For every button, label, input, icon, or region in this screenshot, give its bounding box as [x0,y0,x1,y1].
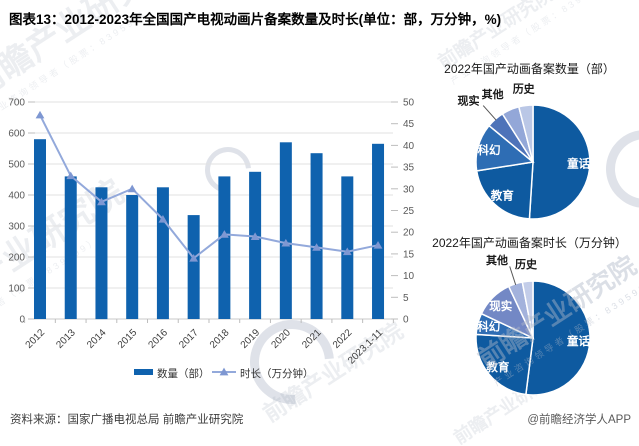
pie-slice [528,104,591,220]
y-axis-label-right: 25 [403,206,415,217]
line-marker [35,110,45,119]
pie-label: 童话 [567,156,590,170]
y-axis-label-right: 35 [403,163,415,174]
pie-label: 科幻 [477,320,500,334]
line-marker [342,247,352,256]
y-axis-label-left: 700 [8,98,25,109]
pie-label: 其他 [486,253,508,267]
y-axis-label-right: 40 [403,141,415,152]
data-source: 资料来源：国家广播电视总局 前瞻产业研究院 [10,414,244,426]
y-axis-label-left: 0 [19,315,25,326]
x-axis-label: 2020 [269,327,293,351]
y-axis-label-right: 20 [403,228,415,239]
pie-slice [517,104,534,163]
x-axis-label: 2017 [177,327,201,351]
legend-bar-swatch [134,369,153,375]
x-axis-label: 2013 [54,327,78,351]
line-marker [373,241,383,249]
pie2-title: 2022年国产动画备案时长（万分钟） [432,236,627,250]
pie-slice [525,280,591,396]
pie-label: 现实 [489,299,512,313]
line-marker [127,184,137,193]
leader-line [509,266,517,286]
combo-chart: 0 100 200 300 400 500 600 700 0 5 10 15 20 25 30 35 40 45… [8,98,415,381]
y-axis-label-right: 10 [403,271,415,282]
bar [95,187,108,320]
bar [249,171,262,320]
pie-slice [521,280,534,339]
pie-label: 其他 [482,87,504,101]
y-axis-label-right: 15 [403,249,415,260]
bar [64,176,77,319]
y-axis-label-left: 500 [8,160,25,171]
y-axis-label-left: 400 [8,191,25,202]
line-marker [219,230,229,238]
pie-slice [475,161,534,220]
trend-line [39,114,379,260]
x-axis-label: 2014 [85,327,109,351]
line-marker [189,254,199,262]
pie-label: 历史 [513,82,536,96]
y-axis-label-right: 50 [403,98,415,109]
line-marker [250,232,260,240]
y-axis-label-left: 600 [8,129,25,140]
leader-line [482,105,497,121]
y-axis-label-left: 300 [8,222,25,233]
x-axis-label: 2012 [24,327,48,351]
line-marker [66,171,76,180]
pie1-title: 2022年国产动画备案数量（部） [444,62,615,76]
x-axis-label: 2021 [300,327,324,351]
pie-label: 现实 [458,93,480,107]
line-marker [312,243,321,251]
legend-line-marker [219,367,229,376]
bar [126,195,139,319]
bar [310,153,323,319]
bar [156,187,169,320]
legend-label: 时长（万分钟） [240,367,314,380]
x-axis-label: 2015 [116,327,140,351]
figure-title: 图表13：2012-2023年全国国产电视动画片备案数量及时长(单位：部，万分钟… [9,12,502,27]
x-axis-label: 2018 [208,327,232,351]
line-marker [281,238,291,247]
bar [279,142,292,319]
y-axis-label-right: 45 [403,119,415,130]
pie-label: 童话 [567,334,590,348]
credit: @前瞻经济学人APP [527,414,631,426]
bar [187,215,200,319]
line-marker [97,197,106,206]
x-axis-label: 2016 [147,327,171,351]
bar [218,176,231,319]
x-axis-label: 2019 [239,327,263,351]
x-axis-label: 2022 [331,327,355,351]
pie-label: 科幻 [478,143,501,157]
y-axis-label-right: 5 [403,293,409,304]
y-axis-label-right: 0 [403,315,409,326]
pie-label: 教育 [490,189,514,203]
y-axis-label-left: 200 [8,253,25,264]
pie-label: 历史 [515,257,538,271]
legend-label: 数量（部） [157,367,210,380]
pie-label: 教育 [485,360,509,374]
y-axis-label-left: 100 [8,284,25,295]
bar [372,143,385,319]
line-marker [158,214,168,223]
bar [34,139,46,319]
y-axis-label-right: 30 [403,184,415,195]
pie-slice [475,333,534,396]
